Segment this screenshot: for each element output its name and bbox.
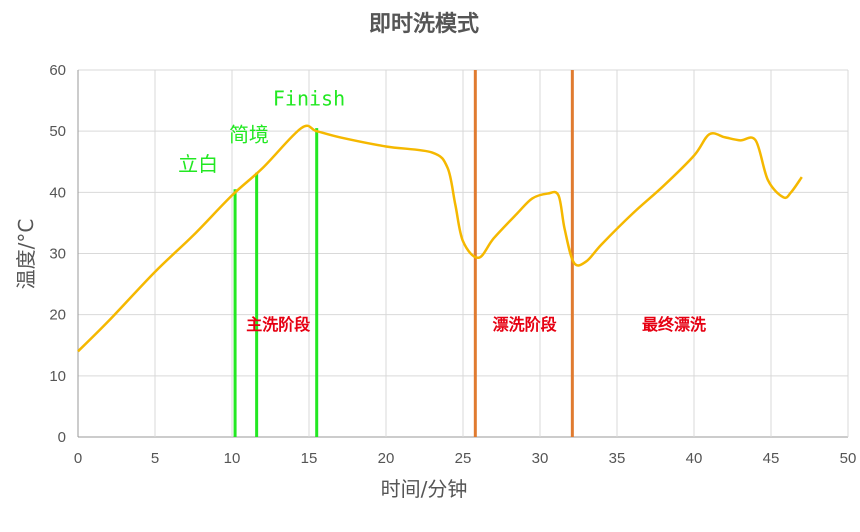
marker-label: 立白 [178,152,218,176]
phase-label: 漂洗阶段 [493,315,558,334]
y-tick-label: 40 [49,184,66,201]
y-tick-label: 30 [49,246,66,263]
phase-label: 主洗阶段 [246,315,311,334]
y-axis-label: 温度/°C [14,219,38,290]
x-axis-label: 时间/分钟 [381,477,468,501]
y-tick-label: 0 [58,429,66,446]
vertical-markers [233,70,574,437]
temperature-curve [77,124,803,353]
marker-label: Finish [273,86,345,110]
chart-title: 即时洗模式 [369,12,479,37]
x-tick-label: 40 [686,450,703,467]
y-tick-label: 60 [49,62,66,79]
phase-label: 最终漂洗 [642,315,706,334]
x-tick-label: 35 [609,450,626,467]
y-tick-label: 50 [49,123,66,140]
y-tick-label: 10 [49,368,66,385]
x-tick-label: 25 [455,450,472,467]
x-tick-label: 20 [378,450,395,467]
x-tick-label: 30 [532,450,549,467]
x-tick-label: 0 [74,450,82,467]
y-tick-label: 20 [49,307,66,324]
x-tick-label: 50 [840,450,857,467]
x-tick-label: 10 [224,450,241,467]
x-tick-label: 15 [301,450,318,467]
grid [77,69,849,438]
x-tick-label: 5 [151,450,159,467]
tick-labels: 0 10 20 30 40 50 60 0 5 10 15 20 25 30 35 40 45 50 [49,62,856,467]
x-tick-label: 45 [763,450,780,467]
marker-label: 简境 [229,123,269,147]
